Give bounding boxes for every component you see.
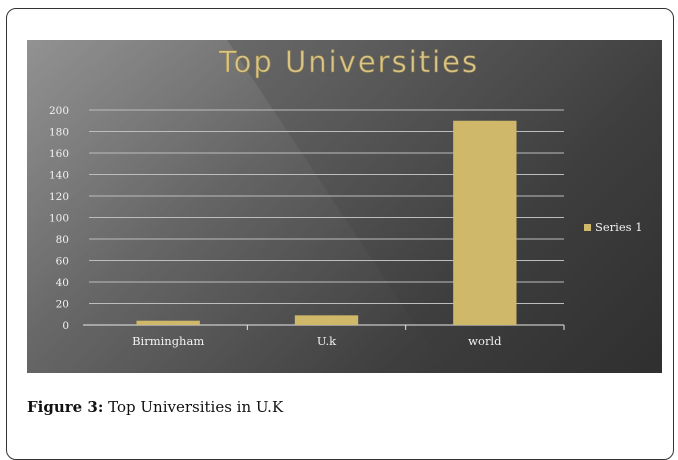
figure-label: Figure 3: [27,398,104,416]
bar-chart: Top Universities 0 20 40 60 80 100 120 140 160 18… [27,40,643,373]
y-tick-label: 180 [49,127,69,139]
figure-caption: Figure 3: Top Universities in U.K [27,398,283,416]
y-tick-label: 60 [56,256,69,268]
y-tick-label: 80 [56,234,69,246]
x-tick-label: U.k [317,334,337,348]
chart-title: Top Universities [218,45,479,79]
background-sheen [27,40,447,373]
bar [136,320,200,325]
y-tick-label: 40 [56,277,69,289]
legend-swatch [584,224,591,231]
figure-text: Top Universities in U.K [103,398,284,416]
y-tick-label: 20 [56,299,69,311]
chart-area: Top Universities 0 20 40 60 80 100 120 140 160 18… [27,40,662,373]
y-tick-label: 160 [49,148,69,160]
y-tick-label: 0 [62,320,69,332]
y-tick-label: 140 [49,170,69,182]
bar [294,315,359,325]
x-tick-label: Birmingham [132,334,204,348]
y-tick-label: 100 [49,213,69,225]
y-tick-label: 120 [49,191,69,203]
y-tick-label: 200 [49,105,69,117]
x-tick-label: world [468,334,502,348]
bar [453,120,517,325]
legend-label: Series 1 [595,220,643,234]
